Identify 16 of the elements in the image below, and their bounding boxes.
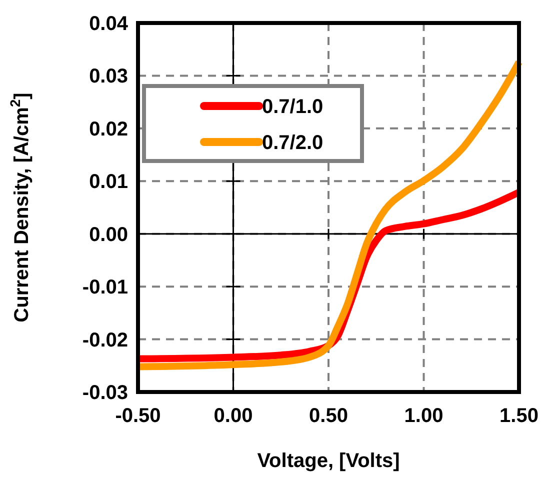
x-tick-label: 0.50: [309, 405, 348, 427]
x-axis-title: Voltage, [Volts]: [257, 450, 400, 472]
y-tick-label: -0.02: [82, 329, 128, 352]
y-tick-label: 0.03: [89, 66, 128, 88]
y-tick-label: -0.03: [82, 382, 128, 404]
legend-label: 0.7/1.0: [262, 96, 324, 118]
x-tick-label: 0.00: [214, 405, 253, 427]
y-tick-label: 0.00: [89, 224, 128, 246]
y-tick-label: 0.01: [89, 171, 128, 194]
y-tick-label: -0.01: [82, 276, 128, 299]
x-tick-label: -0.50: [115, 405, 161, 427]
x-tick-label: 1.00: [404, 405, 444, 427]
y-tick-label: 0.04: [89, 13, 129, 35]
y-tick-label: 0.02: [89, 118, 128, 140]
legend-label: 0.7/2.0: [262, 132, 324, 154]
x-tick-label: 1.50: [500, 405, 538, 427]
